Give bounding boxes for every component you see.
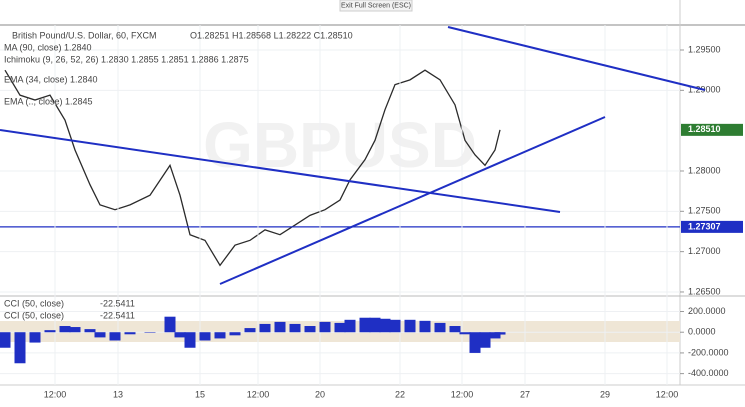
symbol-title: British Pound/U.S. Dollar, 60, FXCM xyxy=(12,30,157,40)
indicator: Ichimoku (9, 26, 52, 26) 1.2830 1.2855 1… xyxy=(4,54,249,64)
cci-bar xyxy=(29,332,41,343)
cci-bar xyxy=(214,332,226,339)
y-tick-label: 1.27000 xyxy=(688,246,721,256)
y-tick-label: -200.0000 xyxy=(688,347,729,357)
cci-bar xyxy=(459,332,471,335)
x-tick-label: 13 xyxy=(113,389,123,399)
cci-bar xyxy=(319,321,331,333)
cci-bar xyxy=(164,316,176,333)
cci-bar xyxy=(379,318,391,333)
cci-bar xyxy=(59,326,71,333)
x-tick-label: 27 xyxy=(520,389,530,399)
cci-bar xyxy=(69,327,81,333)
cci-bar xyxy=(289,323,301,333)
x-tick-label: 22 xyxy=(395,389,405,399)
ohlc: O1.28251 H1.28568 L1.28222 C1.28510 xyxy=(190,30,353,40)
cci-bar xyxy=(434,322,446,333)
cci-bar xyxy=(334,322,346,333)
cci-legend-value: -22.5411 xyxy=(100,298,135,308)
cci-bar xyxy=(469,332,481,353)
cci-bar xyxy=(199,332,211,341)
x-tick-label: 12:00 xyxy=(656,389,679,399)
indicator: MA (90, close) 1.2840 xyxy=(4,42,92,52)
cci-bar xyxy=(494,332,506,335)
cci-bar xyxy=(259,323,271,333)
y-tick-label: 1.28000 xyxy=(688,165,721,175)
price-tag xyxy=(681,220,743,233)
y-tick-label: 1.27500 xyxy=(688,206,721,216)
cci-bar xyxy=(14,332,26,364)
cci-bar xyxy=(479,332,491,348)
y-tick-label: 200.0000 xyxy=(688,306,726,316)
cci-bar xyxy=(304,326,316,333)
last-price-tag xyxy=(681,123,743,136)
trend-line xyxy=(0,129,561,213)
last-price-label: 1.28510 xyxy=(688,124,721,134)
x-tick-label: 20 xyxy=(315,389,325,399)
cci-bar xyxy=(344,319,356,333)
cci-bar xyxy=(124,332,136,335)
cci-bar xyxy=(419,320,431,333)
cci-bar xyxy=(174,332,186,338)
cci-bar xyxy=(184,332,196,348)
x-tick-label: 12:00 xyxy=(247,389,270,399)
indicator: EMA (.., close) 1.2845 xyxy=(4,96,93,106)
price-line xyxy=(4,69,501,267)
cci-bar xyxy=(369,317,381,333)
x-tick-label: 15 xyxy=(195,389,205,399)
y-tick-label: 1.29500 xyxy=(688,44,721,54)
cci-legend: CCI (50, close) xyxy=(4,310,64,320)
trend-line xyxy=(219,116,606,285)
watermark: GBPUSD xyxy=(203,109,477,181)
cci-bar xyxy=(109,332,121,341)
cci-bar xyxy=(229,332,241,336)
indicator: EMA (34, close) 1.2840 xyxy=(4,74,98,84)
x-tick-label: 12:00 xyxy=(451,389,474,399)
cci-bar xyxy=(94,332,106,338)
cci-bar xyxy=(0,332,11,348)
cci-bar xyxy=(244,328,256,333)
price-tag-label: 1.27307 xyxy=(688,221,721,231)
cci-bar xyxy=(489,332,501,339)
cci-bar xyxy=(404,319,416,333)
x-tick-label: 12:00 xyxy=(44,389,67,399)
exit-label[interactable]: Exit Full Screen (ESC) xyxy=(341,2,411,9)
y-tick-label: -400.0000 xyxy=(688,368,729,378)
cci-bar xyxy=(274,321,286,333)
cci-bar xyxy=(44,330,56,333)
y-tick-label: 1.26500 xyxy=(688,286,721,296)
exit-button[interactable] xyxy=(339,0,413,12)
trend-line xyxy=(447,26,706,91)
cci-bar xyxy=(389,319,401,333)
cci-legend: CCI (50, close) xyxy=(4,298,64,308)
y-tick-label: 0.0000 xyxy=(688,327,716,337)
cci-bar xyxy=(84,329,96,333)
cci-bar xyxy=(144,332,156,333)
cci-legend-value: -22.5411 xyxy=(100,310,135,320)
cci-bar xyxy=(449,326,461,333)
cci-bar xyxy=(359,317,371,333)
x-tick-label: 29 xyxy=(600,389,610,399)
